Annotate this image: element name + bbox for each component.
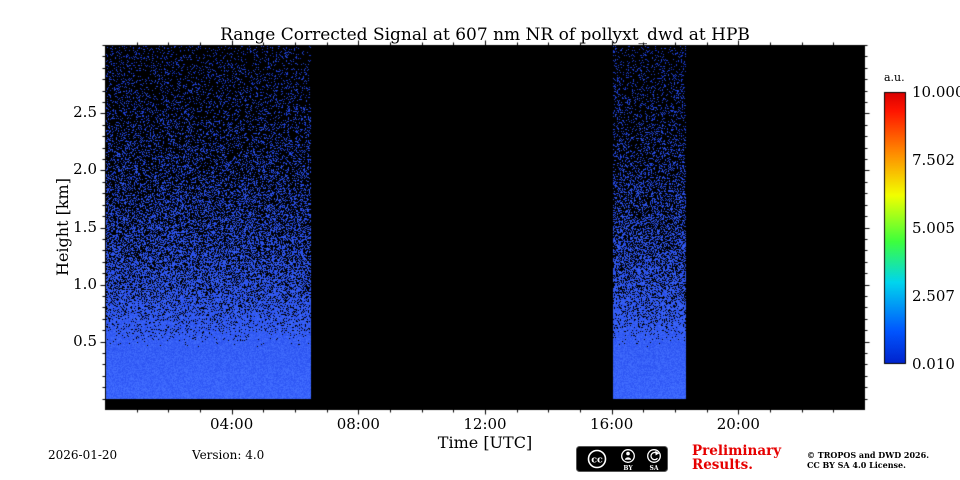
x-tick-label: 08:00 xyxy=(336,415,380,433)
cc-by-sa-license-badge: cc BY SA xyxy=(576,446,668,472)
preliminary-line1: Preliminary xyxy=(692,443,782,459)
measurement-date: 2026-01-20 xyxy=(48,448,118,462)
colorbar-tick-label: 5.005 xyxy=(912,219,955,237)
y-tick-label: 2.5 xyxy=(73,103,97,122)
version-label: Version: 4.0 xyxy=(192,448,265,462)
chart-title: Range Corrected Signal at 607 nm NR of p… xyxy=(220,25,750,45)
by-person-head xyxy=(626,451,630,456)
x-tick-label: 20:00 xyxy=(716,415,760,433)
colorbar-unit-label: a.u. xyxy=(884,71,905,84)
sa-arrow xyxy=(650,451,659,461)
x-tick-label: 12:00 xyxy=(463,415,507,433)
cc-icon xyxy=(587,449,607,469)
colorbar-tick-label: 0.010 xyxy=(912,355,955,373)
copyright-line1: © TROPOS and DWD 2026. xyxy=(807,450,929,460)
sa-arrowhead xyxy=(655,450,660,456)
x-axis-label: Time [UTC] xyxy=(437,433,533,452)
y-tick-label: 1.0 xyxy=(73,274,97,293)
by-person-icon xyxy=(621,449,635,463)
copyright-line2: CC BY SA 4.0 License. xyxy=(807,459,906,470)
colorbar-tick-label: 2.507 xyxy=(912,287,955,305)
colorbar-tick-label: 10.000 xyxy=(912,83,960,101)
cc-icon-text: cc xyxy=(591,455,603,466)
preliminary-line2: Results. xyxy=(692,457,753,473)
badge-by-label: BY xyxy=(623,465,633,472)
x-tick-label: 04:00 xyxy=(210,415,254,433)
y-tick-label: 0.5 xyxy=(73,331,97,350)
preliminary-note: Preliminary Results. xyxy=(692,444,781,472)
copyright-note: © TROPOS and DWD 2026. CC BY SA 4.0 Lice… xyxy=(807,450,929,470)
badge-sa-label: SA xyxy=(650,465,659,472)
by-person-body xyxy=(624,457,632,460)
y-tick-label: 2.0 xyxy=(73,160,97,179)
sa-icon xyxy=(647,449,661,463)
colorbar-tick-label: 7.502 xyxy=(912,151,955,169)
y-tick-label: 1.5 xyxy=(73,217,97,236)
x-tick-label: 16:00 xyxy=(590,415,634,433)
